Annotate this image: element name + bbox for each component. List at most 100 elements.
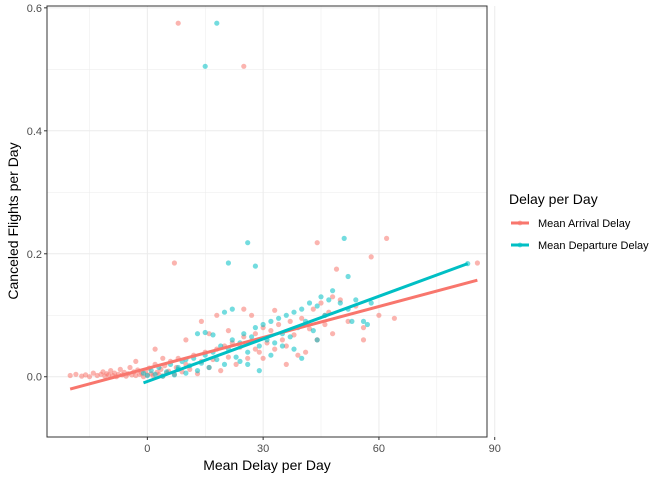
data-point	[279, 343, 285, 349]
data-point	[268, 352, 274, 358]
data-point	[67, 372, 73, 379]
data-point	[202, 329, 208, 336]
data-point	[272, 340, 278, 346]
data-point	[279, 337, 285, 343]
data-point	[341, 235, 347, 241]
data-point	[198, 318, 204, 324]
data-point	[330, 288, 336, 294]
data-point	[268, 318, 274, 324]
data-point	[314, 240, 320, 246]
data-point	[318, 294, 324, 300]
legend-label-departure: Mean Departure Delay	[538, 240, 649, 252]
data-point	[276, 315, 282, 321]
data-point	[117, 366, 123, 372]
data-point	[206, 331, 212, 337]
data-point	[237, 358, 243, 364]
data-point	[349, 318, 355, 324]
series-points-1	[140, 20, 471, 379]
x-tick-label: 60	[373, 443, 385, 455]
data-point	[214, 356, 220, 363]
legend-key-dot-departure	[517, 242, 523, 248]
y-axis-title: Canceled Flights per Day	[5, 142, 21, 299]
y-tick-label: 0.4	[27, 126, 42, 138]
data-point	[322, 321, 328, 328]
y-tick-label: 0.6	[27, 3, 42, 15]
data-point	[144, 372, 150, 379]
data-point	[368, 254, 374, 260]
data-point	[90, 370, 96, 376]
legend-title: Delay per Day	[509, 191, 598, 207]
data-point	[337, 300, 343, 306]
data-point	[83, 372, 89, 378]
data-point	[148, 368, 154, 374]
data-point	[260, 355, 266, 361]
x-axis-ticks: 0 30 60 90	[144, 437, 501, 455]
data-point	[249, 334, 255, 340]
data-point	[330, 331, 336, 337]
minor-gridlines	[47, 6, 487, 437]
data-point	[360, 337, 367, 343]
data-point	[287, 334, 293, 340]
data-point	[368, 300, 374, 306]
data-point	[245, 240, 251, 246]
data-point	[384, 235, 390, 241]
legend-label-arrival: Mean Arrival Delay	[538, 218, 631, 230]
data-point	[183, 337, 189, 343]
data-point	[303, 349, 309, 355]
data-point	[160, 355, 166, 361]
data-point	[245, 355, 251, 361]
data-point	[252, 346, 258, 352]
data-point	[187, 366, 193, 372]
data-point	[268, 328, 274, 334]
data-point	[276, 321, 282, 328]
data-point	[256, 349, 262, 355]
data-point	[376, 312, 382, 318]
data-point	[214, 20, 220, 26]
data-point	[474, 260, 480, 266]
data-point	[333, 266, 340, 272]
data-point	[314, 337, 320, 343]
data-point	[221, 361, 228, 367]
data-point	[299, 306, 305, 312]
data-point	[108, 368, 114, 374]
data-point	[86, 374, 93, 380]
data-point	[272, 307, 278, 313]
legend-key-dot-arrival	[517, 220, 523, 226]
data-point	[291, 309, 297, 315]
data-point	[299, 315, 305, 321]
data-point	[260, 321, 266, 328]
data-point	[391, 315, 397, 321]
data-point	[218, 368, 224, 374]
trend-lines	[69, 262, 478, 391]
data-point	[310, 306, 316, 312]
data-point	[283, 312, 289, 318]
data-point	[252, 263, 258, 269]
data-point	[221, 309, 228, 315]
data-point	[233, 361, 239, 367]
data-point	[245, 349, 251, 355]
data-point	[306, 300, 313, 306]
legend: Delay per Day Mean Arrival Delay Mean De…	[509, 191, 649, 256]
data-point	[194, 331, 201, 337]
data-point	[214, 312, 220, 318]
data-point	[245, 361, 251, 367]
data-point	[183, 370, 189, 376]
plot-border	[46, 5, 488, 438]
data-point	[360, 318, 367, 324]
data-point	[233, 354, 239, 360]
data-point	[310, 328, 316, 334]
data-point	[229, 306, 235, 312]
data-point	[73, 371, 79, 377]
data-point	[249, 312, 255, 318]
data-point	[133, 358, 139, 364]
data-point	[360, 325, 367, 331]
data-point	[171, 372, 177, 378]
data-point	[345, 318, 351, 324]
data-point	[287, 318, 293, 324]
y-tick-label: 0.0	[27, 372, 42, 384]
data-point	[283, 343, 289, 349]
data-point	[225, 260, 231, 266]
data-point	[256, 368, 262, 374]
y-axis-ticks: 0.0 0.2 0.4 0.6	[27, 3, 47, 384]
